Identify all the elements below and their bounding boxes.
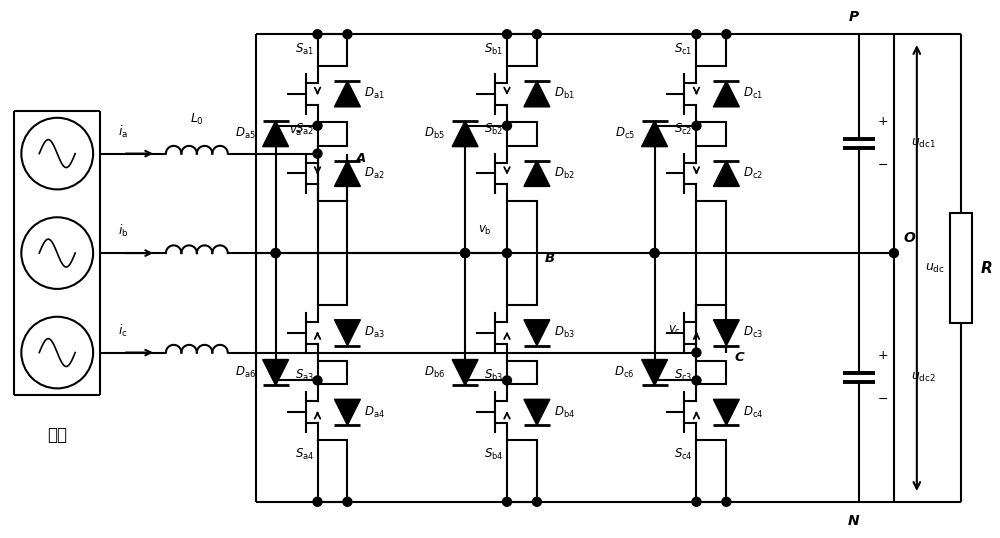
Circle shape <box>313 121 322 130</box>
Bar <box>950 213 972 323</box>
Polygon shape <box>263 359 289 385</box>
Text: $i_{\rm b}$: $i_{\rm b}$ <box>118 223 128 239</box>
Polygon shape <box>452 121 478 147</box>
Circle shape <box>343 497 352 506</box>
Text: $S_{\rm c4}$: $S_{\rm c4}$ <box>674 447 693 462</box>
Text: $D_{\rm c3}$: $D_{\rm c3}$ <box>743 325 763 340</box>
Text: $i_{\rm c}$: $i_{\rm c}$ <box>118 323 128 338</box>
Polygon shape <box>713 160 739 187</box>
Circle shape <box>692 121 701 130</box>
Polygon shape <box>642 359 668 385</box>
Circle shape <box>313 376 322 385</box>
Circle shape <box>313 149 322 158</box>
Polygon shape <box>334 399 360 425</box>
Circle shape <box>692 348 701 357</box>
Text: $u_{\rm dc1}$: $u_{\rm dc1}$ <box>911 137 936 150</box>
Text: $L_0$: $L_0$ <box>190 112 204 127</box>
Text: $u_{\rm dc2}$: $u_{\rm dc2}$ <box>911 371 936 384</box>
Text: $S_{\rm a3}$: $S_{\rm a3}$ <box>295 367 314 383</box>
Text: $D_{\rm b4}$: $D_{\rm b4}$ <box>554 405 575 420</box>
Text: $S_{\rm c3}$: $S_{\rm c3}$ <box>674 367 693 383</box>
Circle shape <box>692 30 701 39</box>
Circle shape <box>313 497 322 506</box>
Polygon shape <box>713 320 739 345</box>
Text: $D_{\rm a1}$: $D_{\rm a1}$ <box>364 87 385 102</box>
Text: $S_{\rm a2}$: $S_{\rm a2}$ <box>295 122 314 137</box>
Text: $D_{\rm b5}$: $D_{\rm b5}$ <box>424 126 445 141</box>
Text: P: P <box>849 10 859 24</box>
Circle shape <box>532 30 541 39</box>
Text: $D_{\rm a5}$: $D_{\rm a5}$ <box>235 126 256 141</box>
Text: $S_{\rm b4}$: $S_{\rm b4}$ <box>484 447 504 462</box>
Text: 电网: 电网 <box>47 426 67 444</box>
Text: +: + <box>878 115 888 128</box>
Circle shape <box>532 497 541 506</box>
Text: $D_{\rm a4}$: $D_{\rm a4}$ <box>364 405 385 420</box>
Text: $u_{\rm dc}$: $u_{\rm dc}$ <box>925 261 945 274</box>
Circle shape <box>502 249 511 258</box>
Text: $S_{\rm b3}$: $S_{\rm b3}$ <box>484 367 504 383</box>
Circle shape <box>722 497 731 506</box>
Circle shape <box>502 497 511 506</box>
Polygon shape <box>713 81 739 107</box>
Text: −: − <box>878 393 888 406</box>
Text: $D_{\rm b6}$: $D_{\rm b6}$ <box>424 365 445 380</box>
Polygon shape <box>452 359 478 385</box>
Circle shape <box>271 249 280 258</box>
Polygon shape <box>524 399 550 425</box>
Text: A: A <box>355 152 366 165</box>
Circle shape <box>502 121 511 130</box>
Circle shape <box>313 30 322 39</box>
Text: $D_{\rm c5}$: $D_{\rm c5}$ <box>615 126 635 141</box>
Text: $v_{\rm a}$: $v_{\rm a}$ <box>289 125 302 138</box>
Circle shape <box>889 249 898 258</box>
Text: $D_{\rm c1}$: $D_{\rm c1}$ <box>743 87 763 102</box>
Polygon shape <box>524 160 550 187</box>
Text: $D_{\rm a2}$: $D_{\rm a2}$ <box>364 166 385 181</box>
Polygon shape <box>713 399 739 425</box>
Text: B: B <box>545 252 555 265</box>
Text: $D_{\rm a3}$: $D_{\rm a3}$ <box>364 325 385 340</box>
Text: N: N <box>848 514 860 528</box>
Polygon shape <box>524 320 550 345</box>
Text: +: + <box>878 349 888 362</box>
Text: $D_{\rm a6}$: $D_{\rm a6}$ <box>235 365 256 380</box>
Text: C: C <box>734 351 744 364</box>
Text: $D_{\rm b1}$: $D_{\rm b1}$ <box>554 87 575 102</box>
Text: $S_{\rm c1}$: $S_{\rm c1}$ <box>674 42 693 57</box>
Polygon shape <box>524 81 550 107</box>
Text: $S_{\rm a4}$: $S_{\rm a4}$ <box>295 447 314 462</box>
Circle shape <box>502 376 511 385</box>
Text: $v_{\rm b}$: $v_{\rm b}$ <box>478 224 492 237</box>
Circle shape <box>461 249 470 258</box>
Text: $S_{\rm a1}$: $S_{\rm a1}$ <box>295 42 314 57</box>
Polygon shape <box>334 81 360 107</box>
Text: $D_{\rm c6}$: $D_{\rm c6}$ <box>614 365 635 380</box>
Circle shape <box>461 249 470 258</box>
Circle shape <box>502 30 511 39</box>
Text: $D_{\rm b2}$: $D_{\rm b2}$ <box>554 166 575 181</box>
Circle shape <box>650 249 659 258</box>
Text: R: R <box>981 260 992 275</box>
Polygon shape <box>334 160 360 187</box>
Circle shape <box>343 30 352 39</box>
Text: O: O <box>904 231 916 245</box>
Polygon shape <box>263 121 289 147</box>
Circle shape <box>692 376 701 385</box>
Text: $D_{\rm b3}$: $D_{\rm b3}$ <box>554 325 575 340</box>
Text: $v_{\rm c}$: $v_{\rm c}$ <box>668 323 681 337</box>
Text: $D_{\rm c2}$: $D_{\rm c2}$ <box>743 166 763 181</box>
Text: $i_{\rm a}$: $i_{\rm a}$ <box>118 124 128 140</box>
Circle shape <box>692 497 701 506</box>
Text: $S_{\rm b1}$: $S_{\rm b1}$ <box>484 42 504 57</box>
Polygon shape <box>334 320 360 345</box>
Text: $S_{\rm b2}$: $S_{\rm b2}$ <box>484 122 504 137</box>
Text: $S_{\rm c2}$: $S_{\rm c2}$ <box>674 122 693 137</box>
Circle shape <box>271 249 280 258</box>
Text: $D_{\rm c4}$: $D_{\rm c4}$ <box>743 405 764 420</box>
Text: −: − <box>878 159 888 172</box>
Circle shape <box>722 30 731 39</box>
Polygon shape <box>642 121 668 147</box>
Circle shape <box>650 249 659 258</box>
